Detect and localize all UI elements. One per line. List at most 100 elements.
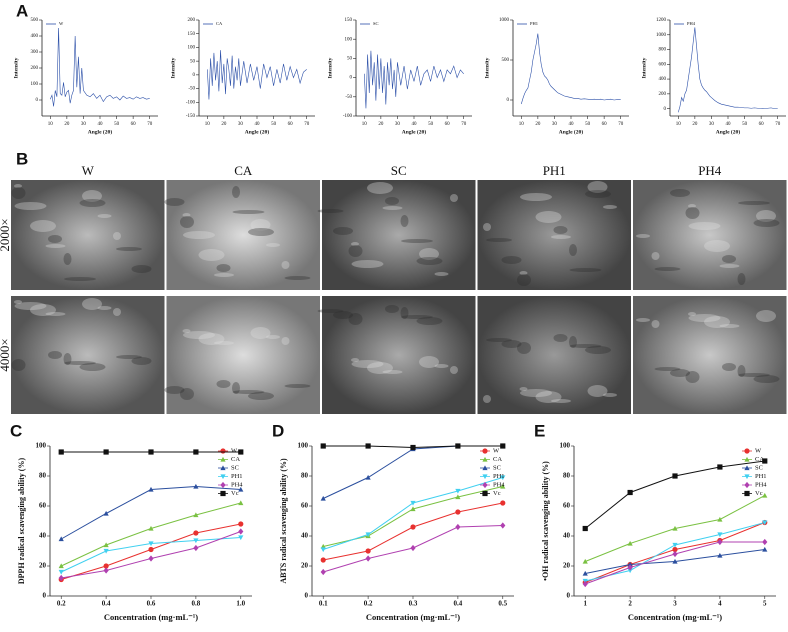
sem-texture bbox=[486, 338, 512, 342]
x-tick-label: 1 bbox=[583, 600, 587, 608]
marker bbox=[220, 474, 226, 480]
marker bbox=[582, 580, 588, 588]
sem-texture bbox=[216, 264, 231, 272]
x-tick-label: 60 bbox=[759, 122, 765, 127]
y-tick-label: 20 bbox=[563, 562, 571, 570]
legend-label: CA bbox=[755, 456, 764, 463]
sem-texture bbox=[232, 210, 265, 214]
x-tick-label: 5 bbox=[763, 600, 767, 608]
marker bbox=[193, 530, 199, 536]
sem-texture bbox=[48, 235, 62, 243]
sem-texture bbox=[82, 190, 102, 202]
y-tick-label: 300 bbox=[31, 50, 39, 55]
marker bbox=[238, 500, 244, 506]
legend-label: SC bbox=[755, 464, 763, 471]
sem-texture bbox=[603, 205, 617, 209]
sem-texture bbox=[348, 245, 363, 257]
x-tick-label: 40 bbox=[98, 122, 104, 127]
y-tick-label: 0 bbox=[305, 592, 309, 600]
panel-label: D bbox=[272, 421, 284, 440]
y-tick-label: 80 bbox=[39, 472, 47, 480]
sem-texture bbox=[214, 273, 234, 277]
sem-texture bbox=[45, 244, 66, 248]
marker bbox=[193, 544, 199, 552]
legend-label: Vc bbox=[755, 490, 763, 497]
marker bbox=[103, 510, 109, 516]
marker bbox=[103, 449, 109, 455]
sem-texture bbox=[651, 320, 660, 328]
sem-texture bbox=[284, 384, 311, 388]
marker bbox=[672, 546, 678, 553]
sem-texture bbox=[382, 206, 403, 210]
marker bbox=[148, 555, 154, 562]
sem-texture bbox=[569, 336, 577, 348]
marker bbox=[58, 569, 64, 575]
y-tick-label: 100 bbox=[560, 442, 571, 450]
series-line bbox=[363, 50, 464, 109]
sem-texture bbox=[704, 240, 730, 252]
sem-texture bbox=[164, 386, 185, 394]
y-axis-title: ABTS radical scavenging ability (%) bbox=[279, 458, 288, 584]
sem-texture bbox=[685, 207, 700, 219]
sem-texture bbox=[434, 364, 449, 368]
marker bbox=[410, 444, 416, 451]
sem-texture bbox=[551, 235, 571, 239]
sem-texture bbox=[64, 361, 96, 365]
sem-texture bbox=[553, 334, 568, 342]
marker bbox=[320, 443, 326, 449]
marker bbox=[320, 557, 326, 563]
series-line bbox=[206, 50, 307, 100]
marker bbox=[320, 547, 326, 553]
sem-texture bbox=[64, 277, 96, 281]
series-line bbox=[323, 445, 503, 499]
x-tick-label: 20 bbox=[692, 122, 698, 127]
y-tick-label: 60 bbox=[39, 502, 47, 510]
marker bbox=[744, 474, 750, 480]
marker bbox=[582, 570, 588, 576]
sem-texture bbox=[551, 399, 571, 403]
legend-label: SC bbox=[373, 21, 379, 26]
marker bbox=[238, 528, 244, 535]
sem-texture bbox=[738, 201, 770, 205]
x-tick-label: 50 bbox=[271, 122, 277, 127]
sem-texture bbox=[670, 369, 690, 377]
sem-texture bbox=[651, 252, 660, 260]
sem-texture bbox=[535, 391, 562, 403]
marker bbox=[410, 500, 416, 506]
sem-texture bbox=[519, 271, 528, 275]
y-tick-label: 0 bbox=[350, 76, 353, 81]
y-tick-label: 1000 bbox=[499, 18, 510, 23]
marker bbox=[193, 449, 199, 455]
marker bbox=[744, 490, 750, 497]
series-line bbox=[677, 27, 778, 113]
marker bbox=[500, 483, 506, 489]
marker bbox=[717, 552, 723, 558]
sem-texture bbox=[737, 365, 746, 377]
sem-texture bbox=[131, 357, 152, 365]
y-tick-label: 100 bbox=[188, 46, 196, 51]
sem-texture bbox=[719, 264, 740, 268]
marker bbox=[193, 512, 199, 518]
sem-image bbox=[322, 180, 476, 290]
sem-texture bbox=[116, 247, 142, 251]
sem-texture bbox=[517, 342, 531, 354]
marker bbox=[238, 486, 244, 492]
marker bbox=[193, 483, 199, 489]
x-tick-label: 2 bbox=[628, 600, 632, 608]
x-tick-label: 0.6 bbox=[147, 600, 156, 608]
marker bbox=[320, 495, 326, 501]
sem-texture bbox=[585, 190, 611, 198]
x-tick-label: 10 bbox=[362, 122, 368, 127]
marker bbox=[103, 548, 109, 554]
marker bbox=[148, 525, 154, 531]
x-tick-label: 20 bbox=[535, 122, 541, 127]
x-tick-label: 30 bbox=[395, 122, 401, 127]
x-tick-label: 0.3 bbox=[409, 600, 418, 608]
marker bbox=[672, 473, 678, 479]
marker bbox=[365, 443, 371, 449]
marker bbox=[58, 563, 64, 569]
sem-texture bbox=[419, 248, 439, 260]
sem-texture bbox=[351, 260, 384, 268]
y-tick-label: -150 bbox=[186, 114, 196, 119]
sem-texture bbox=[333, 227, 353, 235]
